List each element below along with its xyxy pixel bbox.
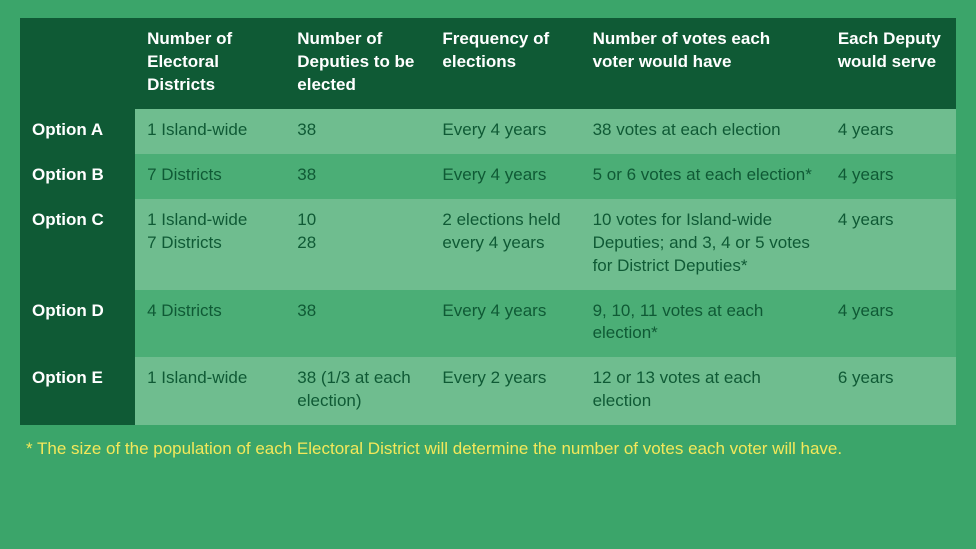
cell-frequency: Every 4 years [430,290,580,358]
footnote-text: * The size of the population of each Ele… [20,439,956,459]
cell-term: 6 years [826,357,956,425]
cell-districts: 1 Island-wide 7 Districts [135,199,285,290]
cell-votes: 38 votes at each election [581,109,826,154]
cell-districts: 1 Island-wide [135,109,285,154]
table-row: Option E 1 Island-wide 38 (1/3 at each e… [20,357,956,425]
cell-line: 28 [297,232,418,255]
cell-term: 4 years [826,154,956,199]
table-row: Option D 4 Districts 38 Every 4 years 9,… [20,290,956,358]
cell-frequency: Every 4 years [430,154,580,199]
cell-line: 1 Island-wide [147,209,273,232]
cell-frequency: Every 2 years [430,357,580,425]
header-empty [20,18,135,109]
cell-line: 7 Districts [147,232,273,255]
cell-frequency: Every 4 years [430,109,580,154]
row-label: Option E [20,357,135,425]
cell-deputies: 38 [285,154,430,199]
cell-line: 10 [297,209,418,232]
row-label: Option D [20,290,135,358]
cell-votes: 5 or 6 votes at each election* [581,154,826,199]
cell-votes: 12 or 13 votes at each election [581,357,826,425]
table-row: Option C 1 Island-wide 7 Districts 10 28… [20,199,956,290]
row-label: Option C [20,199,135,290]
table-row: Option A 1 Island-wide 38 Every 4 years … [20,109,956,154]
cell-votes: 10 votes for Island-wide Deputies; and 3… [581,199,826,290]
electoral-options-table: Number of Electoral Districts Number of … [20,18,956,425]
cell-deputies: 38 [285,109,430,154]
header-deputies: Number of Deputies to be elected [285,18,430,109]
table-row: Option B 7 Districts 38 Every 4 years 5 … [20,154,956,199]
table-body: Option A 1 Island-wide 38 Every 4 years … [20,109,956,425]
row-label: Option A [20,109,135,154]
table-header: Number of Electoral Districts Number of … [20,18,956,109]
header-frequency: Frequency of elections [430,18,580,109]
cell-districts: 7 Districts [135,154,285,199]
header-votes: Number of votes each voter would have [581,18,826,109]
header-term: Each Deputy would serve [826,18,956,109]
header-districts: Number of Electoral Districts [135,18,285,109]
cell-districts: 4 Districts [135,290,285,358]
cell-deputies: 38 [285,290,430,358]
cell-term: 4 years [826,109,956,154]
electoral-options-table-container: Number of Electoral Districts Number of … [20,18,956,425]
cell-votes: 9, 10, 11 votes at each election* [581,290,826,358]
cell-deputies: 38 (1/3 at each election) [285,357,430,425]
cell-deputies: 10 28 [285,199,430,290]
cell-term: 4 years [826,199,956,290]
cell-frequency: 2 elections held every 4 years [430,199,580,290]
row-label: Option B [20,154,135,199]
cell-term: 4 years [826,290,956,358]
cell-districts: 1 Island-wide [135,357,285,425]
